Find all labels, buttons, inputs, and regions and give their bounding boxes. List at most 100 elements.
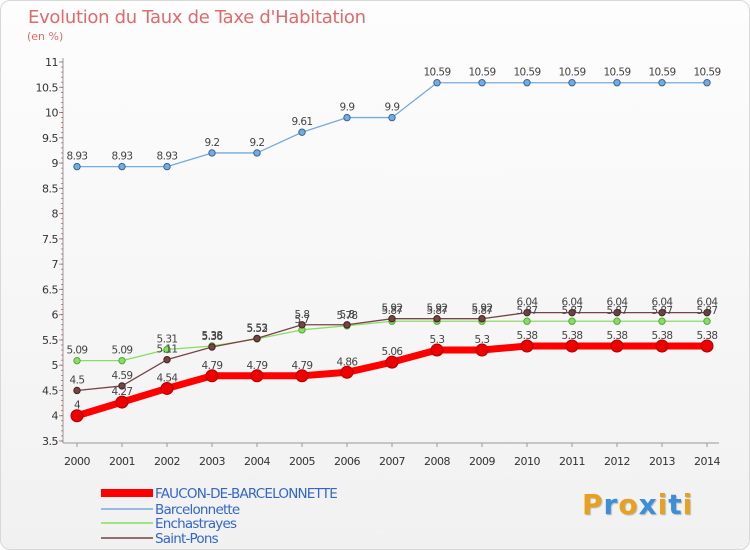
data-point (703, 317, 711, 325)
data-point (295, 369, 309, 383)
data-point (160, 381, 174, 395)
data-label: 10.59 (423, 67, 450, 79)
y-tick-label: 3.5 (42, 435, 58, 448)
x-tick-label: 2005 (289, 455, 315, 468)
data-label: 5.78 (337, 310, 358, 322)
logo-letter: r (603, 488, 619, 521)
data-label: 5.87 (427, 305, 448, 317)
y-tick-label: 5.5 (42, 334, 58, 347)
data-point (523, 79, 531, 87)
data-point (658, 317, 666, 325)
data-point (208, 149, 216, 157)
data-point (520, 339, 534, 353)
data-point (163, 162, 171, 171)
data-point (73, 356, 81, 365)
data-label: 9.2 (250, 137, 265, 149)
data-point (523, 317, 531, 325)
data-label: 4.54 (157, 372, 179, 384)
logo-letter: o (618, 488, 639, 521)
data-label: 8.93 (112, 151, 133, 163)
data-label: 9.2 (205, 137, 220, 149)
data-label: 5.36 (202, 331, 224, 343)
data-label: 4.79 (247, 360, 268, 372)
data-label: 6.04 (652, 297, 674, 309)
y-tick-label: 11 (45, 56, 58, 69)
y-tick-label: 6.5 (42, 283, 58, 296)
logo-letter: i (682, 488, 694, 521)
y-tick-label: 6 (52, 309, 59, 322)
y-tick-label: 10.5 (36, 81, 59, 94)
x-tick-label: 2014 (694, 455, 720, 468)
x-tick-label: 2009 (469, 455, 495, 468)
data-label: 5.09 (112, 345, 133, 357)
y-tick-label: 9.5 (42, 132, 58, 145)
legend-label: Barcelonnette (155, 502, 240, 518)
data-point (700, 339, 714, 353)
data-point (655, 339, 669, 353)
data-point (163, 355, 171, 364)
logo-letter: P (582, 488, 604, 521)
data-label: 5.87 (697, 305, 718, 317)
data-point (613, 308, 621, 317)
data-label: 9.9 (340, 102, 355, 114)
data-label: 10.59 (693, 67, 720, 79)
x-tick-label: 2000 (64, 455, 90, 468)
data-label: 9.9 (385, 102, 400, 114)
data-label: 4.79 (292, 360, 313, 372)
data-point (253, 334, 261, 343)
data-point (568, 308, 576, 317)
data-point (433, 315, 441, 323)
legend-label: Enchastrayes (155, 516, 237, 532)
data-label: 5.87 (517, 305, 538, 317)
y-tick-label: 7 (52, 258, 59, 271)
data-label: 6.04 (562, 297, 584, 309)
data-point (658, 79, 666, 87)
data-label: 5.8 (295, 309, 310, 321)
chart-subtitle: (en %) (27, 30, 64, 43)
data-label: 4.5 (70, 374, 85, 386)
data-label: 5.92 (382, 303, 403, 315)
data-label: 10.59 (558, 67, 585, 79)
data-point (205, 369, 219, 383)
y-tick-label: 5 (52, 359, 59, 372)
data-label: 4.27 (112, 386, 133, 398)
y-tick-label: 9 (52, 157, 59, 170)
series-points (70, 79, 714, 423)
data-point (388, 315, 396, 323)
x-tick-label: 2011 (559, 455, 585, 468)
y-tick-label: 8.5 (42, 182, 58, 195)
data-point (208, 343, 216, 351)
data-label: 5.7 (295, 314, 310, 326)
y-tick-label: 4 (52, 410, 59, 423)
x-tick-label: 2006 (334, 455, 360, 468)
legend-label: Saint-Pons (155, 531, 219, 547)
data-point (613, 317, 621, 325)
data-label: 5.87 (472, 305, 493, 317)
x-tick-label: 2008 (424, 455, 450, 468)
data-label: 4 (74, 400, 81, 412)
data-point (343, 113, 351, 122)
x-tick-label: 2002 (154, 455, 180, 468)
data-point (388, 113, 396, 122)
data-point (478, 79, 486, 87)
data-label: 10.59 (468, 67, 495, 79)
data-labels: 8.93 8.93 8.93 9.2 9.2 9.61 9.9 9.9 10.59 10.59 10… (67, 67, 722, 412)
data-label: 9.61 (292, 116, 313, 128)
data-point (118, 356, 126, 365)
y-tick-label: 7.5 (42, 233, 58, 246)
data-label: 10.59 (603, 67, 630, 79)
data-point (115, 395, 129, 409)
data-label: 5.38 (517, 330, 538, 342)
data-label: 10.59 (648, 67, 675, 79)
data-label: 8.93 (67, 151, 88, 163)
data-point (610, 339, 624, 353)
data-point (703, 79, 711, 87)
data-label: 5.11 (157, 344, 178, 356)
data-point (703, 308, 711, 317)
data-label: 5.92 (427, 303, 448, 315)
data-point (340, 365, 354, 379)
data-point (478, 315, 486, 323)
x-tick-label: 2007 (379, 455, 405, 468)
y-tick-label: 8 (52, 208, 59, 221)
